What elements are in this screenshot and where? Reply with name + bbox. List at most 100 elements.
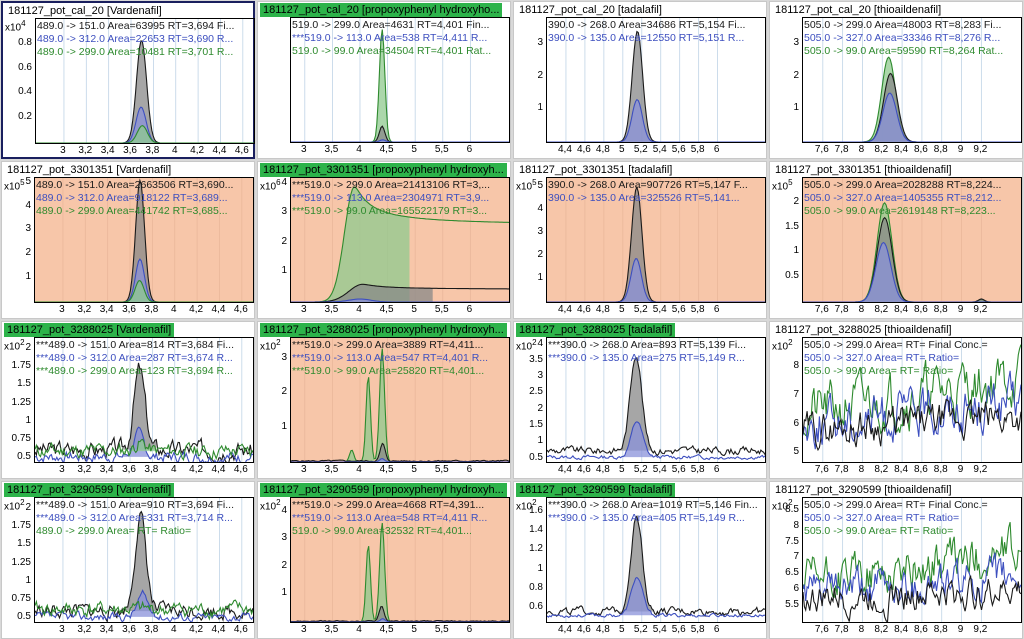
chromatogram-panel[interactable]: 181127_pot_3288025 [Vardenafil] x102 ***48…: [1, 321, 255, 479]
chromatogram-svg: [803, 338, 1021, 462]
series-trace: [803, 216, 1021, 302]
x-tick-label: 9: [957, 144, 964, 155]
chromatogram-panel[interactable]: 181127_pot_3301351 [propoxyphenyl hydrox…: [257, 161, 511, 319]
multiplier-exponent: 5: [788, 178, 793, 187]
y-multiplier-label: x106: [260, 178, 281, 192]
x-tick-label: 8,2: [874, 144, 889, 155]
x-tick-label: 3: [301, 624, 307, 635]
multiplier-base: x10: [772, 341, 789, 353]
y-multiplier-label: x102: [516, 498, 537, 512]
x-tick-label: 8: [858, 144, 865, 155]
y-tick-label: 0.8: [529, 581, 543, 593]
chromatogram-panel[interactable]: 181127_pot_3301351 [tadalafil] x105 390.0 …: [513, 161, 767, 319]
x-tick-label: 8,6: [913, 144, 928, 155]
x-tick-label: 5,6: [671, 624, 686, 635]
x-tick-label: 4,4: [211, 304, 226, 315]
x-tick-label: 4,6: [234, 145, 249, 156]
chromatogram-panel[interactable]: 181127_pot_cal_20 [propoxyphenyl hydroxy…: [257, 1, 511, 159]
plot-area[interactable]: ***489.0 -> 151.0 Area=814 RT=3,684 Fi..…: [34, 337, 254, 463]
chromatogram-panel[interactable]: 181127_pot_3290599 [propoxyphenyl hydrox…: [257, 481, 511, 639]
chromatogram-panel[interactable]: 181127_pot_cal_20 [thioaildenafil] 505.0 …: [769, 1, 1023, 159]
x-tick-label: 4,4: [558, 464, 572, 475]
series-trace: [291, 522, 509, 622]
y-multiplier-label: x102: [4, 498, 25, 512]
chromatogram-svg: [803, 178, 1021, 302]
chromatogram-panel[interactable]: 181127_pot_3290599 [thioaildenafil] x102 5…: [769, 481, 1023, 639]
x-tick-label: 7,6: [814, 304, 829, 315]
plot-area[interactable]: ***390.0 -> 268.0 Area=893 RT=5,139 Fi..…: [546, 337, 766, 463]
y-tick-label: 5.5: [785, 599, 799, 611]
y-tick-label: 2.5: [529, 386, 543, 398]
chromatogram-panel[interactable]: 181127_pot_3288025 [thioaildenafil] x102 5…: [769, 321, 1023, 479]
plot-area[interactable]: 519.0 -> 299.0 Area=4631 RT=4,401 Fin...…: [290, 17, 510, 143]
x-tick-label: 4,6: [576, 624, 591, 635]
series-trace: [36, 40, 254, 143]
y-tick-label: 1: [793, 245, 799, 257]
x-tick-label: 4,4: [211, 624, 226, 635]
y-tick-label: 1.6: [529, 505, 543, 517]
plot-area[interactable]: 505.0 -> 299.0 Area= RT= Final Conc.= 505…: [802, 497, 1022, 623]
plot-area[interactable]: 390.0 -> 268.0 Area=34686 RT=5,154 Fi...…: [546, 17, 766, 143]
x-tick-label: 9,2: [973, 304, 988, 315]
chromatogram-panel[interactable]: 181127_pot_3290599 [Vardenafil] x102 ***48…: [1, 481, 255, 639]
multiplier-base: x10: [260, 181, 277, 193]
x-tick-label: 8,2: [874, 464, 889, 475]
x-tick-label: 5: [619, 464, 625, 475]
plot-area[interactable]: 505.0 -> 299.0 Area= RT= Final Conc.= 505…: [802, 337, 1022, 463]
y-tick-label: 2: [25, 247, 31, 259]
x-tick-label: 4: [170, 624, 177, 635]
chromatogram-panel[interactable]: 181127_pot_3288025 [propoxyphenyl hydrox…: [257, 321, 511, 479]
plot-area[interactable]: ***390.0 -> 268.0 Area=1019 RT=5,146 Fin…: [546, 497, 766, 623]
plot-area[interactable]: 505.0 -> 299.0 Area=48003 RT=8,283 Fi...…: [802, 17, 1022, 143]
plot-area[interactable]: 489.0 -> 151.0 Area=2663506 RT=3,690... 4…: [34, 177, 254, 303]
x-tick-label: 8,6: [913, 464, 928, 475]
y-tick-label: 4: [537, 337, 543, 349]
x-tick-label: 3,2: [77, 304, 92, 315]
multiplier-exponent: 2: [276, 498, 281, 507]
y-tick-label: 8: [793, 359, 799, 371]
x-tick-label: 8,8: [933, 144, 948, 155]
x-tick-label: 3,6: [122, 624, 136, 635]
chromatogram-panel[interactable]: 181127_pot_cal_20 [Vardenafil] x104 489.0 …: [1, 1, 255, 159]
chromatogram-panel[interactable]: 181127_pot_3301351 [thioaildenafil] x105 5…: [769, 161, 1023, 319]
chromatogram-svg: [547, 178, 765, 302]
x-tick-label: 8,6: [913, 624, 928, 635]
y-tick-label: 1.5: [17, 538, 31, 550]
x-tick-label: 3,4: [99, 304, 114, 315]
plot-area[interactable]: 505.0 -> 299.0 Area=2028288 RT=8,224... 5…: [802, 177, 1022, 303]
y-multiplier-label: x105: [4, 178, 25, 192]
series-trace: [35, 438, 253, 462]
x-tick-label: 3,5: [324, 464, 339, 475]
x-tick-label: 3,8: [145, 145, 160, 156]
y-tick-label: 0.2: [18, 111, 32, 123]
chromatogram-panel[interactable]: 181127_pot_3288025 [tadalafil] x102 ***390…: [513, 321, 767, 479]
x-tick-label: 4,2: [189, 464, 204, 475]
series-trace: [291, 186, 509, 302]
chromatogram-panel[interactable]: 181127_pot_cal_20 [tadalafil] 390.0 -> 26…: [513, 1, 767, 159]
series-trace: [291, 283, 509, 302]
panel-title: 181127_pot_3301351 [propoxyphenyl hydrox…: [260, 163, 507, 177]
x-tick-label: 4: [171, 145, 178, 156]
y-multiplier-label: x102: [4, 338, 25, 352]
plot-area[interactable]: ***519.0 -> 299.0 Area=21413106 RT=3,...…: [290, 177, 510, 303]
chromatogram-panel[interactable]: 181127_pot_3290599 [tadalafil] x102 ***390…: [513, 481, 767, 639]
x-tick-label: 4,5: [379, 624, 394, 635]
plot-area[interactable]: 489.0 -> 151.0 Area=63995 RT=3,694 Fi...…: [35, 18, 255, 144]
chromatogram-svg: [547, 18, 765, 142]
plot-area[interactable]: ***519.0 -> 299.0 Area=4668 RT=4,391... *…: [290, 497, 510, 623]
plot-area[interactable]: ***519.0 -> 299.0 Area=3889 RT=4,411... *…: [290, 337, 510, 463]
y-tick-label: 2: [793, 69, 799, 81]
x-tick-label: 5,5: [434, 624, 449, 635]
y-tick-label: 1: [281, 587, 287, 599]
chromatogram-svg: [35, 178, 253, 302]
x-tick-label: 4,2: [190, 145, 205, 156]
multiplier-base: x10: [516, 341, 533, 353]
series-trace: [803, 241, 1021, 302]
chromatogram-panel[interactable]: 181127_pot_3301351 [Vardenafil] x105 489.0…: [1, 161, 255, 319]
series-trace: [803, 56, 1021, 142]
peak-area-fill: [123, 511, 158, 615]
chromatogram-svg: [291, 18, 509, 142]
plot-area[interactable]: ***489.0 -> 151.0 Area=910 RT=3,694 Fi..…: [34, 497, 254, 623]
peak-area-fill: [621, 31, 654, 142]
plot-area[interactable]: 390.0 -> 268.0 Area=907726 RT=5,147 F...…: [546, 177, 766, 303]
